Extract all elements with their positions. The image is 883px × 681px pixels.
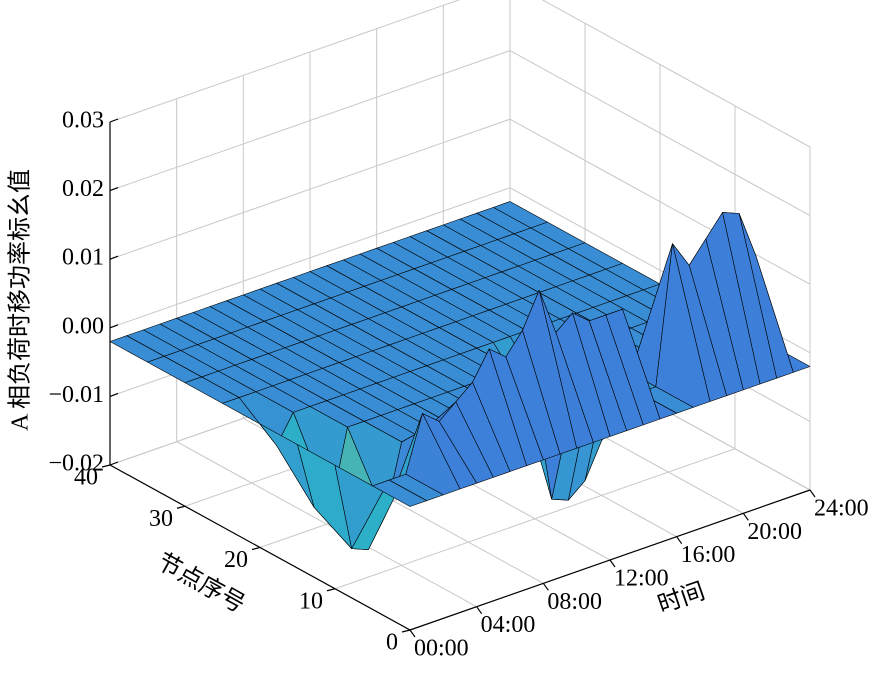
z-axis-label: A 相负荷时移功率标幺值	[7, 169, 34, 431]
y-tick	[176, 505, 186, 509]
z-tick	[109, 392, 119, 397]
z-tick	[109, 324, 119, 329]
y-tick-label: 30	[149, 506, 173, 532]
z-tick-label: −0.01	[48, 382, 104, 408]
surface-face	[372, 479, 427, 507]
z-tick-label: −0.02	[48, 451, 104, 477]
z-tick	[109, 255, 119, 260]
z-tick-label: 0.00	[62, 313, 104, 339]
x-tick	[542, 582, 549, 591]
y-tick-label: 40	[74, 465, 98, 491]
y-tick	[101, 464, 111, 468]
x-tick	[476, 606, 483, 615]
y-tick	[401, 629, 411, 633]
z-tick	[109, 187, 119, 192]
x-tick-label: 04:00	[481, 612, 536, 638]
x-tick-label: 12:00	[614, 566, 669, 592]
grid-line	[109, 187, 511, 329]
grid-line	[109, 118, 511, 260]
x-tick	[809, 489, 816, 498]
z-tick-label: 0.02	[62, 176, 104, 202]
z-tick-label: 0.03	[62, 108, 104, 134]
x-tick-label: 20:00	[747, 519, 802, 545]
x-tick-label: 00:00	[414, 636, 469, 662]
grid-line	[109, 0, 461, 123]
grid-line	[509, 50, 811, 217]
y-tick-label: 10	[299, 588, 323, 614]
y-tick	[251, 546, 261, 551]
x-tick-label: 08:00	[547, 589, 602, 615]
x-tick	[676, 536, 683, 545]
x-tick	[609, 559, 616, 568]
x-tick	[409, 629, 416, 638]
x-tick-label: 24:00	[814, 496, 869, 522]
y-tick-label: 0	[386, 630, 398, 656]
y-tick-label: 20	[224, 547, 248, 573]
x-tick	[742, 512, 749, 521]
y-tick	[326, 588, 336, 592]
z-tick-label: 0.01	[62, 245, 104, 271]
grid-line	[509, 118, 811, 285]
grid-line	[541, 0, 811, 148]
grid-line	[109, 50, 511, 192]
z-tick	[109, 118, 119, 123]
z-tick	[109, 461, 119, 466]
grid-line	[334, 448, 736, 590]
x-tick-label: 16:00	[681, 542, 736, 568]
